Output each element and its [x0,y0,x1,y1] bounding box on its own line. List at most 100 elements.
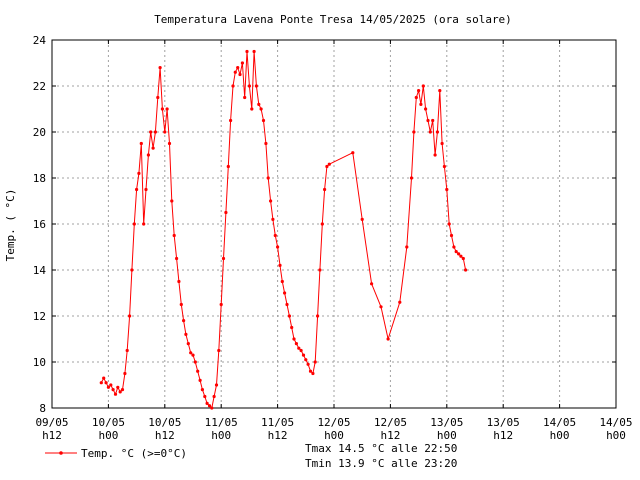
data-point [240,61,244,65]
data-point [167,141,172,146]
data-point [254,84,258,88]
data-point [409,176,414,180]
data-point [210,406,214,410]
data-point [189,351,193,355]
data-point [457,252,461,256]
data-point [163,130,167,134]
data-point [426,118,430,123]
data-point [207,404,212,408]
data-point [280,279,284,284]
y-tick-label: 22 [33,80,46,93]
data-point [109,383,113,387]
data-point [379,305,383,309]
y-ticks: 8 10 12 14 16 18 20 22 24 [33,34,616,415]
data-point [214,383,219,387]
data-point [184,332,188,336]
data-point [146,153,150,157]
data-point [226,164,230,169]
legend-label: Temp. °C (>=0°C) [81,447,187,460]
data-point [301,353,306,357]
data-point [316,314,320,318]
x-tick-label-date: 11/05 [205,416,238,429]
data-point [156,95,160,100]
data-point [231,84,235,88]
data-point [212,394,216,399]
data-point [130,268,134,272]
data-point [449,233,454,238]
data-point [236,66,240,70]
data-point [191,353,195,357]
data-point [461,256,465,261]
x-tick-label-hour: h00 [324,429,344,442]
x-tick-label-date: 10/05 [92,416,125,429]
data-point [398,300,402,304]
data-point [412,130,416,134]
data-point [327,162,331,166]
y-tick-label: 10 [33,356,46,369]
grid [52,40,616,408]
data-point [149,130,153,134]
data-point [442,164,446,169]
x-tick-label-hour: h12 [155,429,175,442]
data-point [177,279,181,284]
data-point [113,392,118,396]
x-tick-label-hour: h00 [606,429,626,442]
data-point [123,371,127,376]
data-point [217,348,221,353]
data-point [308,369,313,373]
data-point [325,164,329,169]
data-point [186,342,190,346]
data-point [221,256,226,261]
data-point [311,371,315,376]
x-tick-label-hour: h12 [268,429,288,442]
data-point [172,233,176,238]
x-tick-label-date: 14/05 [599,416,632,429]
data-point [179,302,183,307]
data-point [269,199,273,203]
x-tick-label-date: 11/05 [261,416,294,429]
x-tick-label-hour: h00 [550,429,570,442]
data-point [137,171,141,175]
data-point [229,118,233,123]
data-point [128,314,132,318]
data-point [386,337,390,341]
data-point [294,342,298,346]
data-point [116,385,120,389]
data-point [318,268,322,272]
data-point [99,381,103,385]
data-point [414,95,418,100]
data-point [132,222,136,226]
x-tick-label-hour: h00 [437,429,457,442]
data-point [111,388,115,392]
y-tick-label: 24 [33,34,47,47]
data-point [323,187,327,192]
series-layer [99,49,468,410]
data-point [243,95,247,100]
data-point [120,388,125,392]
data-point [165,107,169,111]
data-point [193,360,197,364]
data-point [285,302,289,307]
data-point [313,360,317,364]
data-point [431,118,435,123]
y-tick-label: 20 [33,126,46,139]
data-point [203,394,207,399]
data-point [238,72,242,77]
x-tick-label-date: 13/05 [430,416,463,429]
data-point [440,141,444,146]
data-point [196,369,200,373]
data-point [283,291,287,295]
data-point [245,49,249,54]
x-tick-label-date: 14/05 [543,416,576,429]
y-tick-label: 12 [33,310,46,323]
data-point [273,233,277,238]
data-point [271,217,275,221]
data-point [297,346,301,350]
x-tick-label-hour: h12 [42,429,62,442]
data-point [464,268,468,272]
data-point [219,302,223,307]
data-point [153,130,157,134]
data-point [438,89,442,93]
data-point [278,263,282,267]
